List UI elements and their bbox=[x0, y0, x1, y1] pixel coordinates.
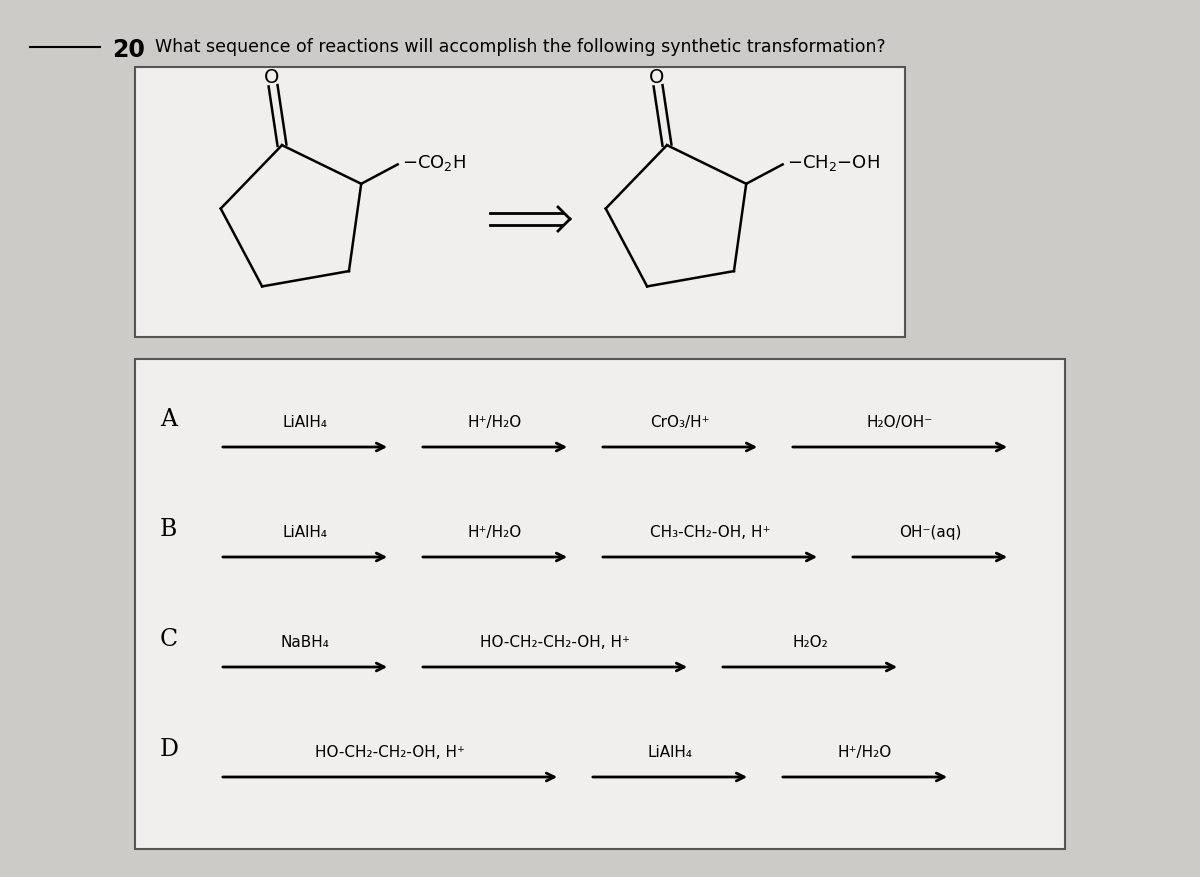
Text: CH₃-CH₂-OH, H⁺: CH₃-CH₂-OH, H⁺ bbox=[649, 524, 770, 539]
Bar bbox=[134, 68, 905, 338]
Text: $-$CH$_2$$-$OH: $-$CH$_2$$-$OH bbox=[787, 153, 880, 173]
Text: HO-CH₂-CH₂-OH, H⁺: HO-CH₂-CH₂-OH, H⁺ bbox=[314, 745, 466, 759]
Text: O: O bbox=[649, 68, 665, 88]
Text: LiAlH₄: LiAlH₄ bbox=[282, 524, 328, 539]
Text: H⁺/H₂O: H⁺/H₂O bbox=[468, 415, 522, 430]
Text: LiAlH₄: LiAlH₄ bbox=[282, 415, 328, 430]
Text: A: A bbox=[160, 408, 178, 431]
Text: H⁺/H₂O: H⁺/H₂O bbox=[838, 745, 892, 759]
Text: O: O bbox=[264, 68, 280, 88]
Text: H₂O₂: H₂O₂ bbox=[792, 634, 828, 649]
Text: $-$CO$_2$H: $-$CO$_2$H bbox=[402, 153, 467, 173]
Text: CrO₃/H⁺: CrO₃/H⁺ bbox=[650, 415, 710, 430]
Text: NaBH₄: NaBH₄ bbox=[281, 634, 330, 649]
Bar bbox=[134, 360, 1066, 849]
Text: 20: 20 bbox=[112, 38, 145, 62]
Text: C: C bbox=[160, 628, 178, 651]
Text: H⁺/H₂O: H⁺/H₂O bbox=[468, 524, 522, 539]
Text: What sequence of reactions will accomplish the following synthetic transformatio: What sequence of reactions will accompli… bbox=[155, 38, 886, 56]
Text: OH⁻(aq): OH⁻(aq) bbox=[899, 524, 961, 539]
Text: H₂O/OH⁻: H₂O/OH⁻ bbox=[866, 415, 934, 430]
Text: D: D bbox=[160, 738, 179, 760]
Text: HO-CH₂-CH₂-OH, H⁺: HO-CH₂-CH₂-OH, H⁺ bbox=[480, 634, 630, 649]
Text: LiAlH₄: LiAlH₄ bbox=[648, 745, 692, 759]
Text: B: B bbox=[160, 518, 178, 541]
